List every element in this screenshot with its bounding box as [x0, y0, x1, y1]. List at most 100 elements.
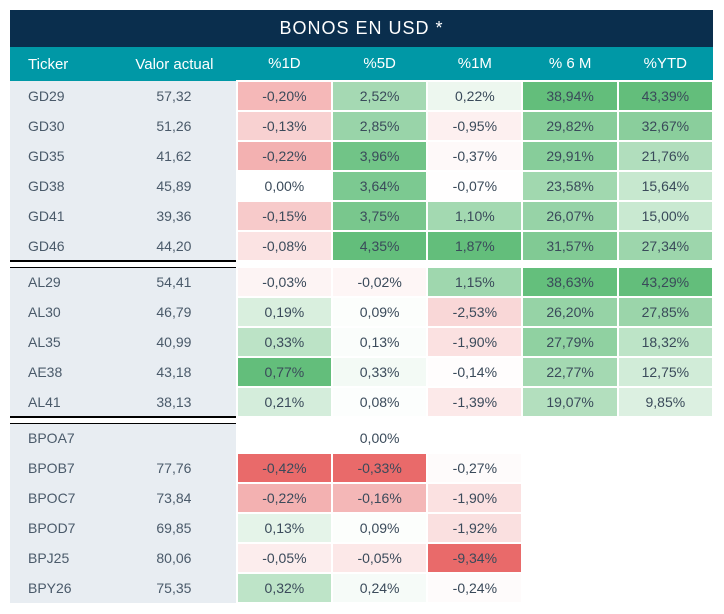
table-row: AL2954,41-0,03%-0,02%1,15%38,63%43,29% [10, 267, 713, 297]
cell-pytd [618, 573, 713, 603]
cell-valor: 69,85 [112, 513, 237, 543]
cell-p5d: 0,09% [332, 513, 427, 543]
cell-p6m [522, 513, 617, 543]
cell-p6m: 19,07% [522, 387, 617, 417]
table-row: BPOD769,850,13%0,09%-1,92% [10, 513, 713, 543]
cell-p6m: 23,58% [522, 171, 617, 201]
cell-p6m: 29,82% [522, 111, 617, 141]
cell-p5d: 2,52% [332, 81, 427, 111]
cell-p6m: 38,94% [522, 81, 617, 111]
cell-pytd [618, 543, 713, 573]
cell-valor: 73,84 [112, 483, 237, 513]
cell-p6m: 38,63% [522, 267, 617, 297]
cell-p5d: 3,64% [332, 171, 427, 201]
col-1d: %1D [237, 47, 332, 81]
cell-p1m: 1,15% [427, 267, 522, 297]
cell-p1d: 0,13% [237, 513, 332, 543]
cell-pytd: 15,64% [618, 171, 713, 201]
cell-valor: 80,06 [112, 543, 237, 573]
cell-valor: 57,32 [112, 81, 237, 111]
cell-p5d: 0,08% [332, 387, 427, 417]
table-body: GD2957,32-0,20%2,52%0,22%38,94%43,39%GD3… [10, 81, 713, 603]
cell-p6m [522, 453, 617, 483]
col-6m: % 6 M [522, 47, 617, 81]
cell-p1m: -2,53% [427, 297, 522, 327]
cell-p1m: -0,27% [427, 453, 522, 483]
cell-p1d: -0,22% [237, 141, 332, 171]
cell-pytd: 12,75% [618, 357, 713, 387]
cell-valor: 39,36 [112, 201, 237, 231]
cell-p1d: -0,13% [237, 111, 332, 141]
cell-pytd: 21,76% [618, 141, 713, 171]
cell-valor: 77,76 [112, 453, 237, 483]
cell-pytd [618, 513, 713, 543]
table-row: AE3843,180,77%0,33%-0,14%22,77%12,75% [10, 357, 713, 387]
cell-ticker: GD46 [10, 231, 112, 261]
cell-p5d: 3,96% [332, 141, 427, 171]
cell-p1m: -0,24% [427, 573, 522, 603]
cell-p1d: 0,77% [237, 357, 332, 387]
cell-p1m: 1,87% [427, 231, 522, 261]
col-valor: Valor actual [112, 47, 237, 81]
cell-p6m [522, 543, 617, 573]
cell-valor: 75,35 [112, 573, 237, 603]
table-row: GD2957,32-0,20%2,52%0,22%38,94%43,39% [10, 81, 713, 111]
cell-ticker: GD41 [10, 201, 112, 231]
cell-pytd [618, 453, 713, 483]
cell-p1m: 0,22% [427, 81, 522, 111]
table-row: BPY2675,350,32%0,24%-0,24% [10, 573, 713, 603]
cell-p1m: -1,90% [427, 483, 522, 513]
cell-p5d: 0,13% [332, 327, 427, 357]
table-row: GD4139,36-0,15%3,75%1,10%26,07%15,00% [10, 201, 713, 231]
cell-p1d: -0,20% [237, 81, 332, 111]
cell-p1m: -0,37% [427, 141, 522, 171]
cell-pytd: 9,85% [618, 387, 713, 417]
cell-p5d: -0,16% [332, 483, 427, 513]
cell-p1d: 0,33% [237, 327, 332, 357]
cell-pytd: 27,85% [618, 297, 713, 327]
cell-p1m: -0,95% [427, 111, 522, 141]
cell-ticker: AL29 [10, 267, 112, 297]
table-row: BPOB777,76-0,42%-0,33%-0,27% [10, 453, 713, 483]
cell-p1d: -0,42% [237, 453, 332, 483]
cell-ticker: BPOC7 [10, 483, 112, 513]
cell-p1d: 0,19% [237, 297, 332, 327]
cell-p1d: -0,15% [237, 201, 332, 231]
cell-pytd: 43,39% [618, 81, 713, 111]
table-row: AL4138,130,21%0,08%-1,39%19,07%9,85% [10, 387, 713, 417]
cell-p1m: -0,07% [427, 171, 522, 201]
cell-pytd: 18,32% [618, 327, 713, 357]
cell-p6m: 27,79% [522, 327, 617, 357]
cell-ticker: AL30 [10, 297, 112, 327]
cell-p1d [237, 423, 332, 453]
cell-p1d: 0,32% [237, 573, 332, 603]
table-row: GD3541,62-0,22%3,96%-0,37%29,91%21,76% [10, 141, 713, 171]
table-row: GD3051,26-0,13%2,85%-0,95%29,82%32,67% [10, 111, 713, 141]
cell-valor: 44,20 [112, 231, 237, 261]
cell-pytd [618, 483, 713, 513]
cell-p1m [427, 423, 522, 453]
cell-pytd: 27,34% [618, 231, 713, 261]
cell-p5d: 3,75% [332, 201, 427, 231]
cell-p1d: -0,08% [237, 231, 332, 261]
cell-ticker: GD30 [10, 111, 112, 141]
cell-p1m: -1,39% [427, 387, 522, 417]
col-ytd: %YTD [618, 47, 713, 81]
cell-p5d: 0,00% [332, 423, 427, 453]
cell-ticker: BPOD7 [10, 513, 112, 543]
cell-p1m: -9,34% [427, 543, 522, 573]
cell-p6m: 26,07% [522, 201, 617, 231]
cell-p5d: -0,05% [332, 543, 427, 573]
cell-p5d: 2,85% [332, 111, 427, 141]
cell-p5d: 4,35% [332, 231, 427, 261]
cell-p6m [522, 423, 617, 453]
cell-p6m: 31,57% [522, 231, 617, 261]
bonos-table: BONOS EN USD * Ticker Valor actual %1D %… [10, 10, 714, 604]
cell-ticker: GD38 [10, 171, 112, 201]
cell-p1d: 0,21% [237, 387, 332, 417]
cell-valor: 43,18 [112, 357, 237, 387]
cell-valor [112, 423, 237, 453]
cell-valor: 45,89 [112, 171, 237, 201]
col-5d: %5D [332, 47, 427, 81]
cell-ticker: GD35 [10, 141, 112, 171]
